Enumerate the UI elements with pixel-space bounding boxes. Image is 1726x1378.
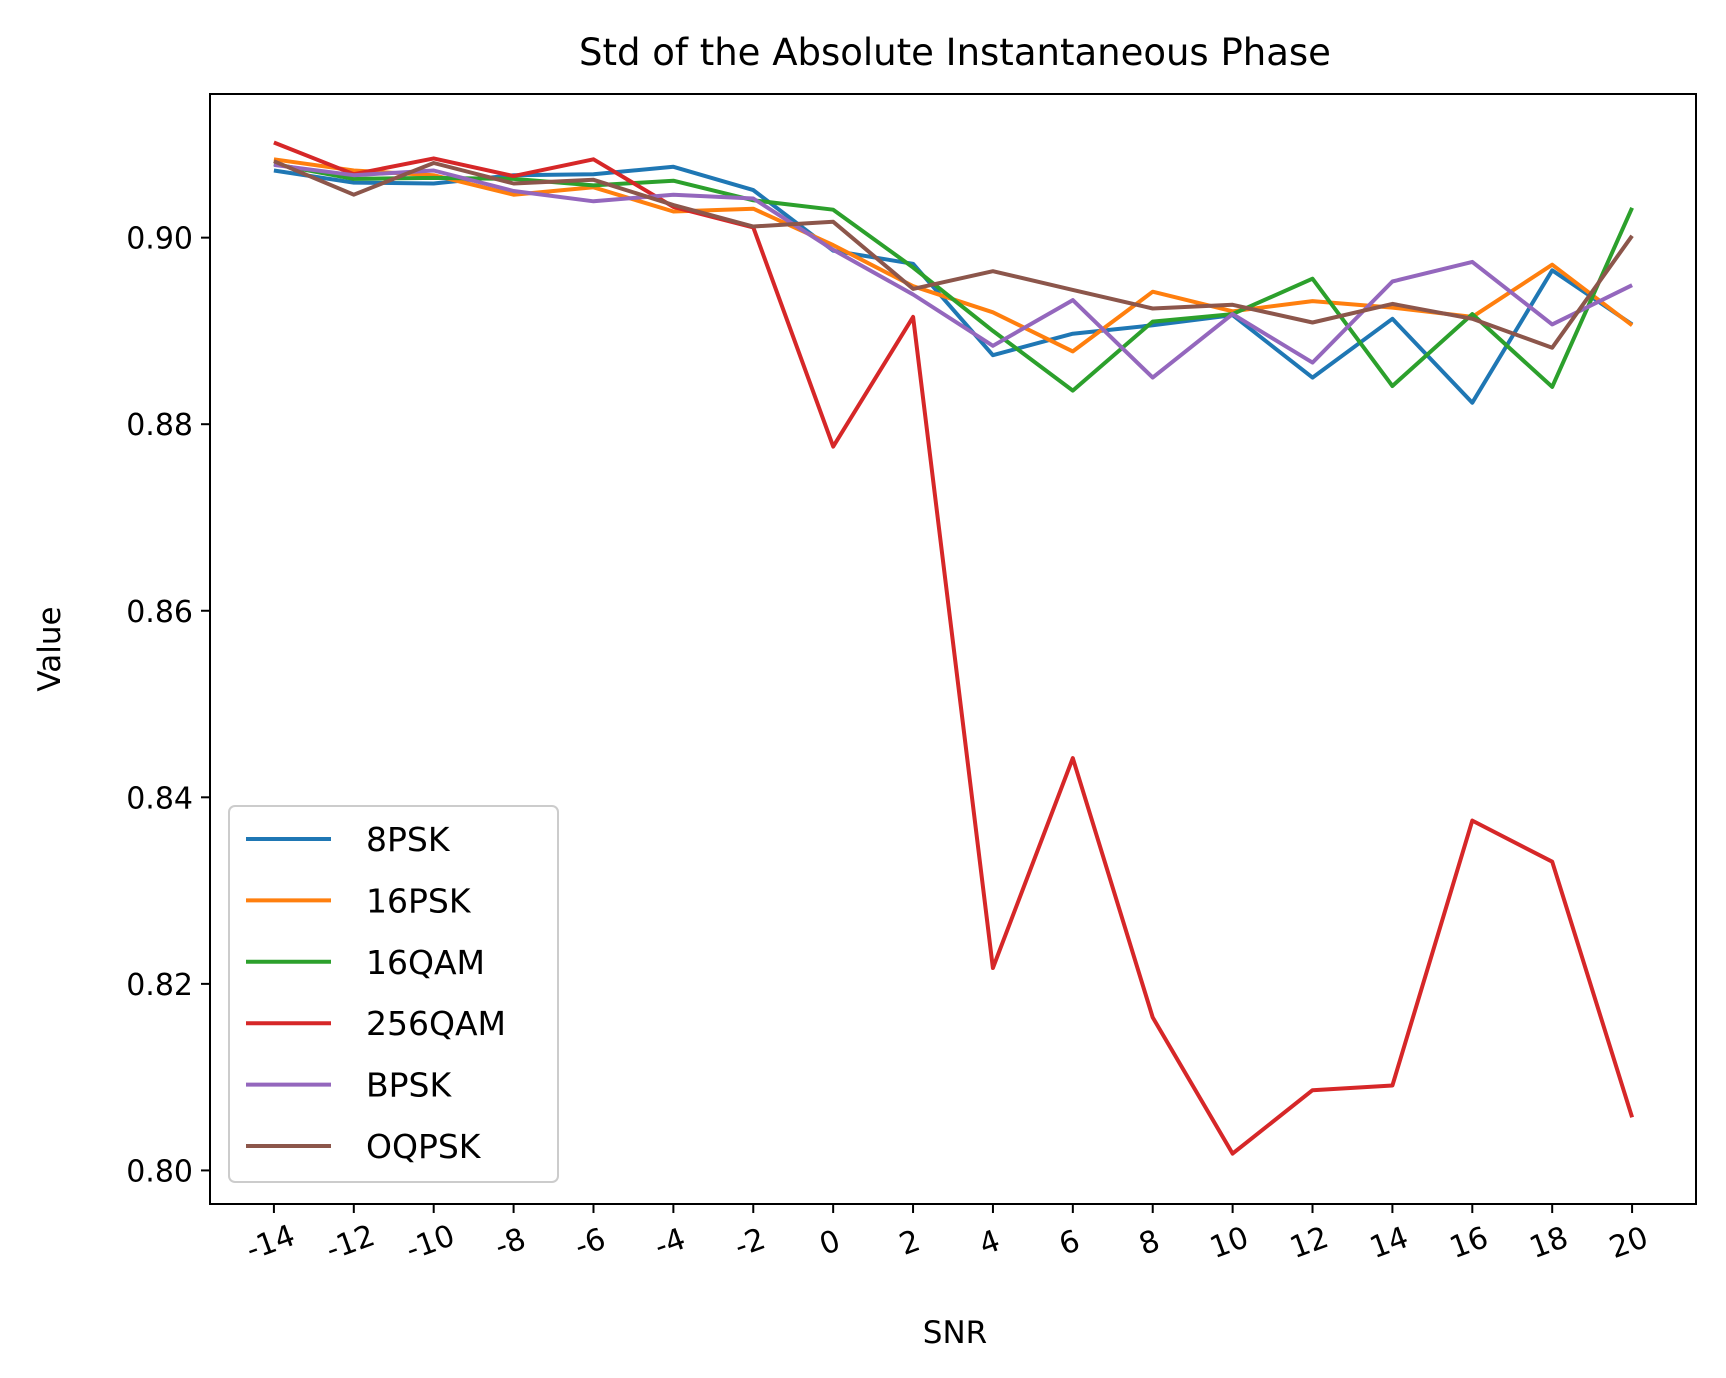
y-tick-label: 0.86: [126, 595, 193, 630]
legend-label-bpsk: BPSK: [366, 1066, 452, 1105]
y-axis: 0.80 0.82 0.84 0.86 0.88 0.90: [126, 222, 210, 1189]
legend-label-256qam: 256QAM: [366, 1004, 506, 1043]
y-axis-label: Value: [32, 606, 68, 691]
y-tick-label: 0.90: [126, 222, 193, 257]
legend-label-16psk: 16PSK: [366, 881, 472, 920]
y-tick-label: 0.82: [126, 968, 193, 1003]
legend-box: [228, 805, 559, 1183]
legend-label-8psk: 8PSK: [366, 820, 451, 859]
series-line-bpsk: [273, 162, 1633, 380]
legend: 8PSK 16PSK 16QAM 256QAM BPSK OQPSK: [228, 805, 559, 1183]
legend-label-oqpsk: OQPSK: [366, 1127, 482, 1166]
chart-title: Std of the Absolute Instantaneous Phase: [579, 31, 1331, 74]
series-line-oqpsk: [273, 159, 1634, 350]
y-tick-label: 0.84: [126, 781, 193, 816]
series-line-8psk: [273, 164, 1634, 405]
x-axis-label: SNR: [923, 1315, 987, 1351]
series-layer: [273, 140, 1635, 1156]
series-line-256qam: [273, 140, 1635, 1156]
legend-label-16qam: 16QAM: [366, 943, 485, 982]
y-tick-label: 0.80: [126, 1154, 193, 1189]
plot-frame: [209, 93, 1697, 1205]
y-tick-label: 0.88: [126, 408, 193, 443]
